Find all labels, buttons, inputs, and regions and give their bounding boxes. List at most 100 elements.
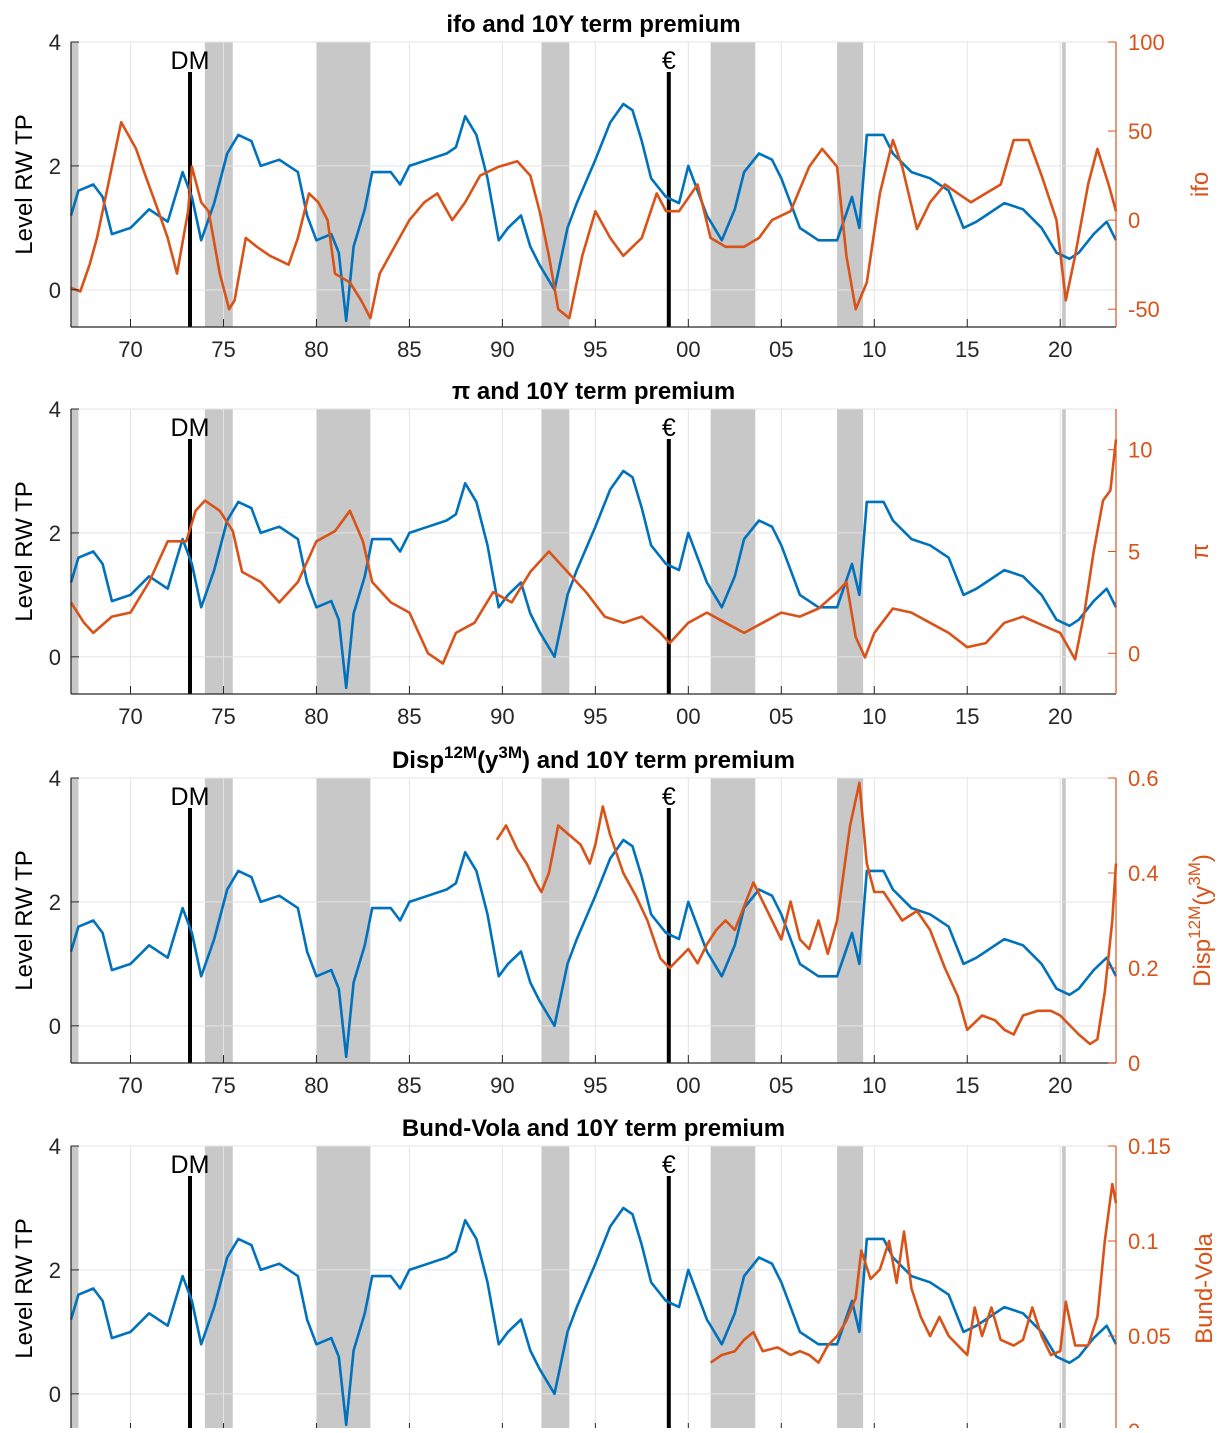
event-marker-label: € [662,414,676,442]
series-line-right [495,781,1118,1046]
panel-title: ifo and 10Y term premium [446,11,740,38]
series-line-term-premium [69,1206,1118,1427]
recession-band [71,1146,79,1431]
y-tick-label-right: 0 [1128,208,1140,233]
recession-band [1062,409,1066,694]
x-tick-label: 10 [862,704,886,729]
x-tick-label: 80 [304,1073,328,1098]
x-tick-label: 85 [397,337,421,362]
panel-title: Bund-Vola and 10Y term premium [402,1115,785,1142]
x-tick-label: 20 [1048,1073,1072,1098]
title-part: ) and 10Y term premium [522,747,795,774]
y-tick-label-left: 0 [49,1382,61,1407]
y-tick-label-right: 5 [1128,540,1140,565]
x-tick-label: 05 [769,704,793,729]
title-part: (y [477,747,499,774]
title-superscript: 3M [498,743,522,762]
y-tick-label-right: 0.15 [1128,1134,1171,1159]
y-tick-label-right: 0.4 [1128,861,1159,886]
panel-1: DM €70 75 80 85 90 95 00 05 10 15 20 0 2 4 -50 0 50 100 ifo… [11,11,1214,362]
x-tick-label: 00 [676,1073,700,1098]
x-tick-label: 20 [1048,337,1072,362]
y-tick-label-right: 0 [1128,1051,1140,1076]
event-marker-label: € [662,47,676,75]
event-marker-label: DM [171,783,210,811]
recession-band [316,409,371,694]
recession-band [710,778,756,1063]
x-tick-label: 80 [304,704,328,729]
event-marker-label: € [662,783,676,811]
x-tick-label: 00 [676,337,700,362]
panel-3: DM €70 75 80 85 90 95 00 05 10 15 20 0 2 4 0 0.2 0.4 0.6 Di… [11,743,1216,1098]
series-line-right [709,1182,1118,1364]
ylabel-part: Disp [1189,939,1216,987]
x-tick-label: 95 [583,1073,607,1098]
recession-band [710,409,756,694]
x-tick-label: 15 [955,704,979,729]
recession-band [316,778,371,1063]
x-tick-label: 15 [955,337,979,362]
x-tick-label: 75 [211,704,235,729]
ylabel-superscript: 3M [1185,862,1204,886]
y-tick-label-right: 0 [1128,641,1140,666]
recession-band [71,42,79,327]
y-tick-label-right: 0.6 [1128,766,1159,791]
y-tick-label-left: 2 [49,521,61,546]
x-tick-label: 75 [211,337,235,362]
y-tick-label-left: 4 [49,1134,61,1159]
y-tick-label-right: -50 [1128,297,1160,322]
recession-band [316,1146,371,1431]
x-tick-label: 75 [211,1073,235,1098]
event-marker-label: DM [171,414,210,442]
y-tick-label-left: 2 [49,890,61,915]
y-tick-label-right: 10 [1128,438,1152,463]
y-tick-label-left: 4 [49,397,61,422]
ylabel-superscript: 12M [1185,906,1204,939]
y-tick-label-right: 50 [1128,119,1152,144]
recession-band [837,409,864,694]
y-label-right: ifo [1187,172,1214,197]
x-tick-label: 00 [676,704,700,729]
x-tick-label: 10 [862,337,886,362]
x-tick-label: 95 [583,704,607,729]
x-tick-label: 15 [955,1073,979,1098]
event-marker-label: DM [171,1151,210,1179]
x-tick-label: 80 [304,337,328,362]
x-tick-label: 85 [397,704,421,729]
y-tick-label-right: 0.05 [1128,1324,1171,1349]
x-tick-label: 70 [118,1073,142,1098]
y-tick-label-right: 100 [1128,30,1165,55]
x-tick-label: 85 [397,1073,421,1098]
y-tick-label-right: 0.1 [1128,1229,1159,1254]
x-tick-label: 05 [769,1073,793,1098]
x-tick-label: 70 [118,337,142,362]
y-label-left: Level RW TP [11,481,38,622]
y-tick-label-right: 0.2 [1128,956,1159,981]
recession-band [1062,42,1066,327]
series-line-term-premium [69,469,1118,690]
y-tick-label-right: 0 [1128,1419,1140,1428]
recession-band [71,778,79,1063]
ylabel-part: ) [1189,854,1216,862]
y-label-right: Bund-Vola [1191,1232,1218,1343]
event-marker-label: € [662,1151,676,1179]
panel-4: DM€707580859095000510152002400.050.10.15… [11,1115,1218,1433]
recession-band [710,42,756,327]
recession-band [1062,778,1066,1063]
series-line-term-premium [69,102,1118,323]
recession-band [1062,1146,1066,1431]
x-tick-label: 90 [490,704,514,729]
panel-title: Disp12M(y3M) and 10Y term premium [392,743,795,774]
series-line-right [69,439,1118,665]
y-tick-label-left: 0 [49,278,61,303]
y-tick-label-left: 4 [49,30,61,55]
x-tick-label: 90 [490,337,514,362]
series-line-right [70,120,1118,320]
title-part: Disp [392,747,444,774]
title-superscript: 12M [444,743,477,762]
y-label-left: Level RW TP [11,1218,38,1359]
y-tick-label-left: 4 [49,766,61,791]
recession-band [710,1146,756,1431]
